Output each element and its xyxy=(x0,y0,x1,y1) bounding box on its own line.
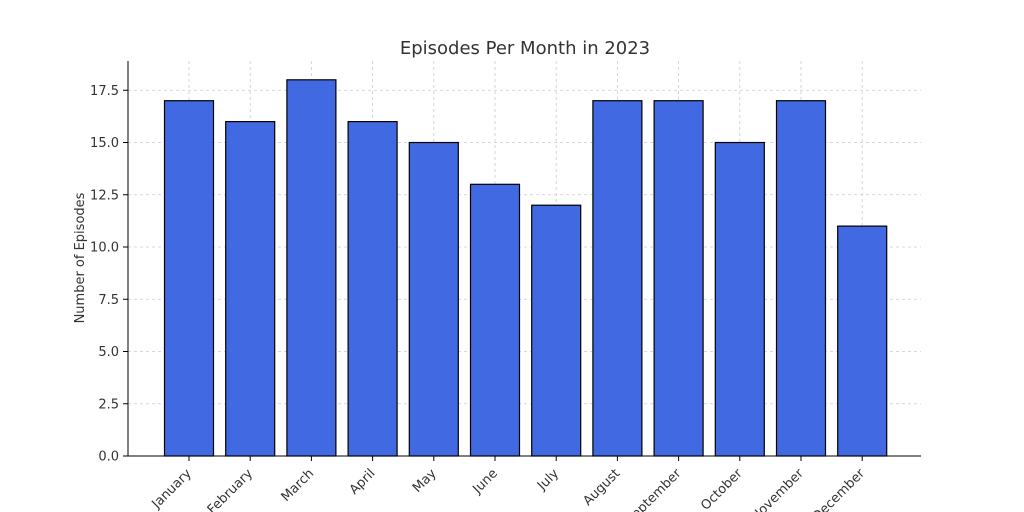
bar-october xyxy=(714,141,765,457)
y-tick-label: 15.0 xyxy=(90,136,119,151)
bar-december xyxy=(837,225,888,457)
y-tick-label: 12.5 xyxy=(90,188,119,203)
bar-january xyxy=(163,100,215,457)
bar-march xyxy=(286,79,337,457)
bar-february xyxy=(225,121,276,457)
x-tick-label: October xyxy=(698,466,746,512)
x-tick-label: September xyxy=(623,466,685,512)
bar-august xyxy=(592,100,643,457)
x-tick-label: January xyxy=(149,466,195,512)
y-tick-label: 2.5 xyxy=(98,397,119,412)
bar-june xyxy=(469,183,521,457)
x-tick-label: February xyxy=(205,466,257,512)
bar-september xyxy=(653,100,704,457)
x-tick-label: November xyxy=(748,466,807,512)
x-tick-label: June xyxy=(469,466,500,497)
x-tick-label: March xyxy=(279,466,318,505)
x-tick-label: December xyxy=(810,466,869,512)
bar-april xyxy=(347,121,398,457)
x-tick-label: August xyxy=(580,466,623,509)
chart-title: Episodes Per Month in 2023 xyxy=(400,38,650,59)
x-tick-label: May xyxy=(410,466,440,496)
y-tick-label: 7.5 xyxy=(98,293,119,308)
y-axis-label: Number of Episodes xyxy=(73,192,88,323)
y-tick-label: 5.0 xyxy=(98,345,119,360)
x-tick-label: July xyxy=(534,466,562,494)
y-tick-label: 10.0 xyxy=(90,241,119,256)
bar-november xyxy=(775,100,827,457)
bar-may xyxy=(408,141,459,457)
bar-layer xyxy=(163,79,888,457)
y-tick-label: 17.5 xyxy=(90,84,119,99)
bar-july xyxy=(531,204,582,457)
x-tick-label: April xyxy=(347,466,379,498)
y-tick-label: 0.0 xyxy=(98,450,119,465)
